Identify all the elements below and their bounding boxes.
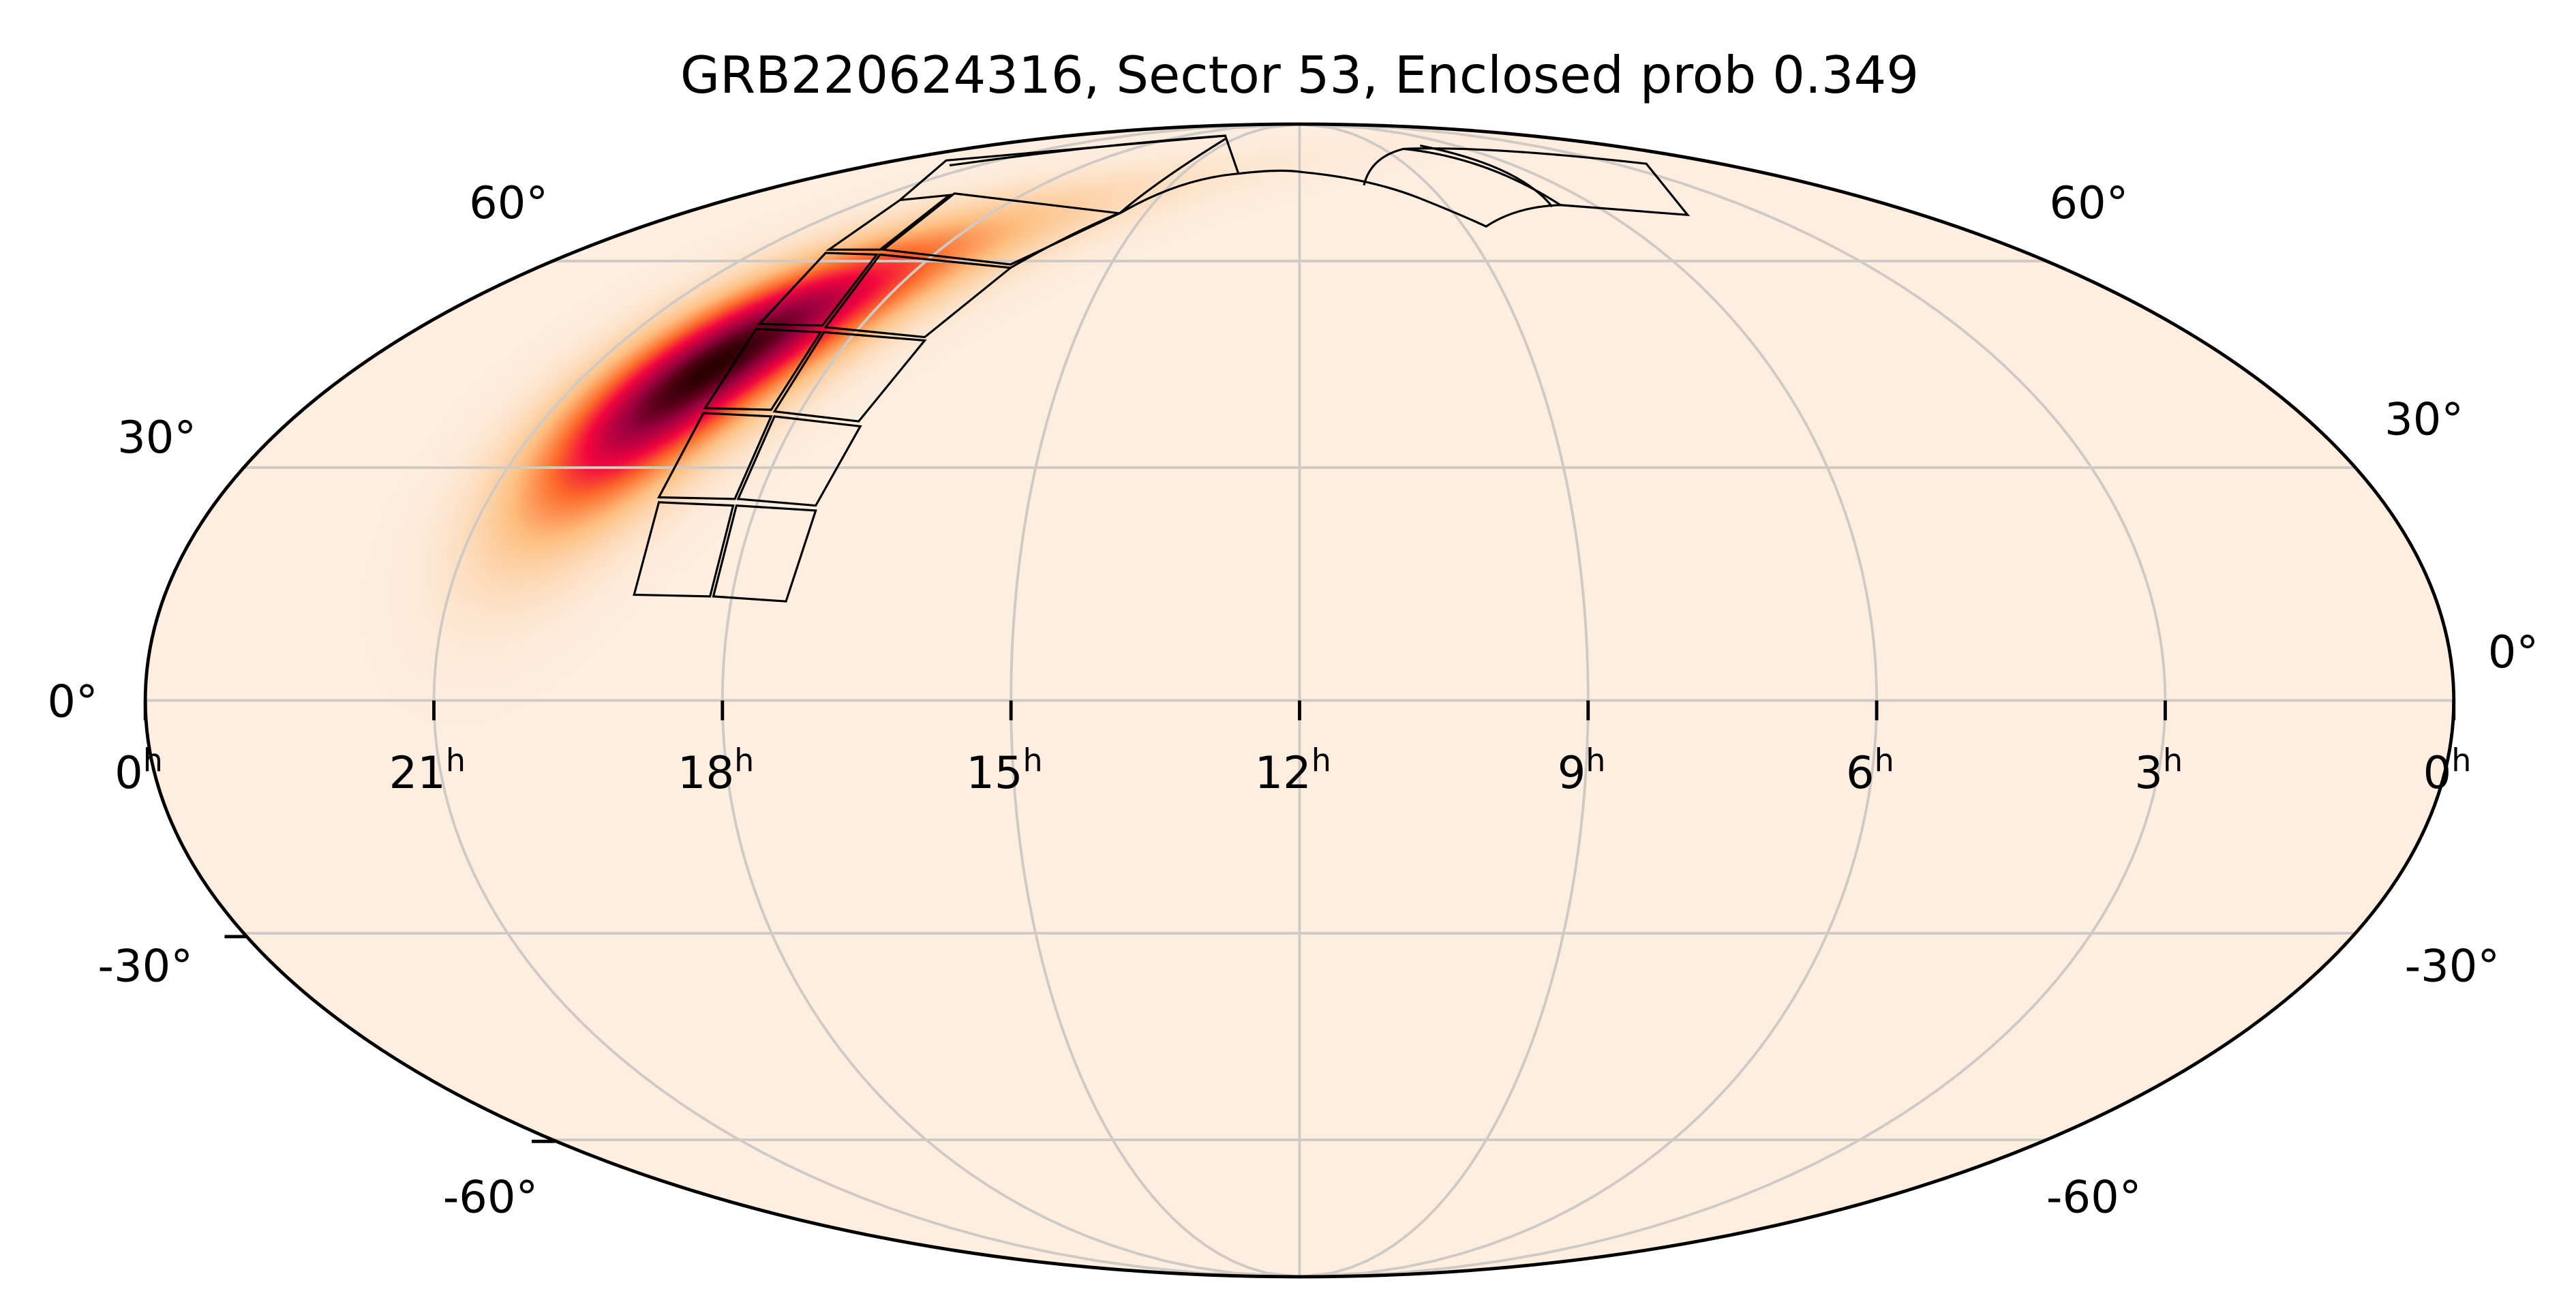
- dec-tick-label-right: -60°: [2046, 1171, 2142, 1223]
- ra-tick-label: 12h: [1255, 742, 1331, 799]
- ra-gridline: [432, 123, 1300, 1278]
- ccd-tile: [633, 501, 735, 598]
- ra-tick-label: 15h: [966, 742, 1042, 799]
- dec-tick-label-right: -30°: [2405, 940, 2500, 992]
- dec-tick-label-left: -60°: [443, 1171, 539, 1223]
- ra-tick-label: 0h: [2423, 742, 2472, 799]
- ra-tick-label: 3h: [2134, 742, 2183, 799]
- ra-tick-label: 9h: [1558, 742, 1606, 799]
- camera-footprint: [1403, 147, 1562, 207]
- ccd-tile: [736, 415, 862, 507]
- ra-gridline: [1010, 123, 1300, 1278]
- grid-lines: [145, 123, 2454, 1278]
- dec-tick-label-left: 0°: [47, 676, 97, 728]
- ra-gridline: [1299, 123, 1879, 1278]
- chart-title: GRB220624316, Sector 53, Enclosed prob 0…: [680, 45, 1919, 105]
- camera-footprint: [1010, 169, 1302, 269]
- ccd-tile: [825, 194, 954, 251]
- tess-footprint: [633, 134, 1691, 603]
- ccd-tile: [772, 331, 927, 423]
- ccd-tile: [703, 327, 823, 411]
- ra-tick-labels: 0h 21h 18h 15h 12h 9h 6h 3h 0h: [115, 700, 2472, 799]
- ra-tick-label: 18h: [678, 742, 754, 799]
- ra-gridline: [721, 123, 1300, 1278]
- camera-footprint: [949, 134, 1226, 167]
- camera-footprint: [1419, 145, 1554, 208]
- dec-tick-label-right: 0°: [2488, 626, 2539, 678]
- sky-boundary: [143, 122, 2456, 1279]
- ra-tick-label: 0h: [115, 742, 163, 799]
- ra-gridline: [1299, 123, 1590, 1278]
- dec-tick-label-left: 60°: [469, 177, 548, 229]
- ra-tick-label: 21h: [389, 742, 466, 799]
- dec-tick-label-left: -30°: [97, 940, 192, 992]
- dec-tick-label-left: 30°: [117, 412, 196, 464]
- dec-tick-labels: 60° 30° 0° -30° -60° 60° 30° 0° -30° -60°: [47, 177, 2539, 1223]
- dec-tick-label-right: 60°: [2049, 177, 2128, 229]
- dec-tick-label-right: 30°: [2384, 393, 2464, 445]
- camera-footprint: [1301, 147, 1691, 228]
- ccd-tile: [757, 252, 879, 327]
- ra-tick-label: 6h: [1846, 742, 1894, 799]
- ccd-tile: [656, 412, 773, 500]
- camera-footprint: [1119, 138, 1226, 215]
- ccd-tile: [712, 504, 817, 603]
- ra-gridline: [1299, 123, 2167, 1278]
